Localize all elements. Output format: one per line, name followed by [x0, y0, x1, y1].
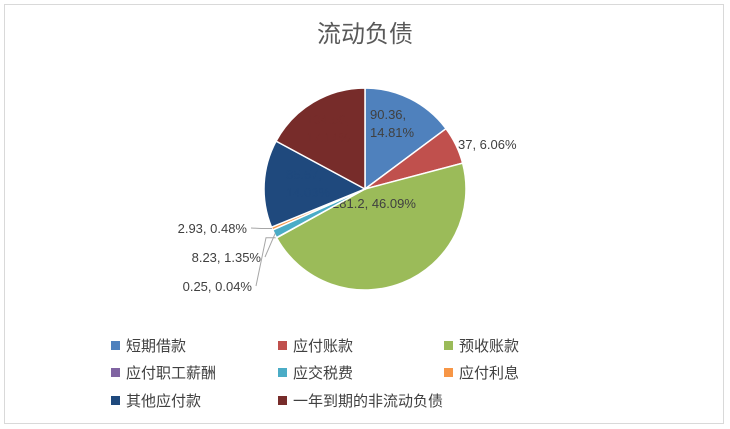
legend-item-6: 应付利息: [444, 362, 519, 382]
legend-swatch: [111, 367, 120, 377]
legend-label: 预收账款: [459, 336, 520, 355]
legend-label: 一年到期的非流动负债: [293, 391, 444, 410]
data-label-8: 104.56, 17.14%: [306, 112, 351, 145]
chart-title: 流动负债: [317, 20, 413, 48]
leader-line-6: [250, 227, 273, 230]
legend-swatch: [278, 367, 287, 377]
legend-swatch: [278, 395, 287, 405]
data-label-2: 37, 6.06%: [458, 137, 517, 152]
legend-swatch: [444, 367, 453, 377]
data-label-7: 85.57, 14.03%: [286, 167, 331, 200]
legend-swatch: [111, 395, 120, 405]
legend-label: 短期借款: [126, 336, 187, 355]
pie-slice-1: [364, 87, 448, 191]
legend-item-3: 预收账款: [444, 335, 519, 355]
legend-item-5: 应交税费: [278, 362, 353, 382]
legend-label: 应付职工薪酬: [126, 363, 217, 382]
legend-item-4: 应付职工薪酬: [111, 362, 216, 382]
legend-label: 应付利息: [459, 363, 520, 382]
data-label-4: 0.25, 0.04%: [183, 279, 253, 294]
legend-swatch: [278, 340, 287, 350]
pie-slice-8: [275, 87, 366, 191]
legend-item-1: 短期借款: [111, 335, 186, 355]
legend-item-7: 其他应付款: [111, 390, 201, 410]
legend-swatch: [111, 340, 120, 350]
leader-line-5: [264, 233, 276, 258]
data-label-5: 8.23, 1.35%: [192, 250, 262, 265]
data-label-3: 281.2, 46.09%: [332, 196, 416, 211]
legend-label: 应付账款: [293, 336, 354, 355]
legend-label: 其他应付款: [126, 391, 202, 410]
legend-item-2: 应付账款: [278, 335, 353, 355]
data-label-1: 90.36, 14.81%: [370, 107, 415, 140]
legend-item-8: 一年到期的非流动负债: [278, 390, 443, 410]
data-label-6: 2.93, 0.48%: [178, 221, 248, 236]
legend-label: 应交税费: [293, 363, 354, 382]
pie-slice-3: [275, 162, 467, 291]
legend-swatch: [444, 340, 453, 350]
pie-slice-7: [263, 140, 367, 229]
